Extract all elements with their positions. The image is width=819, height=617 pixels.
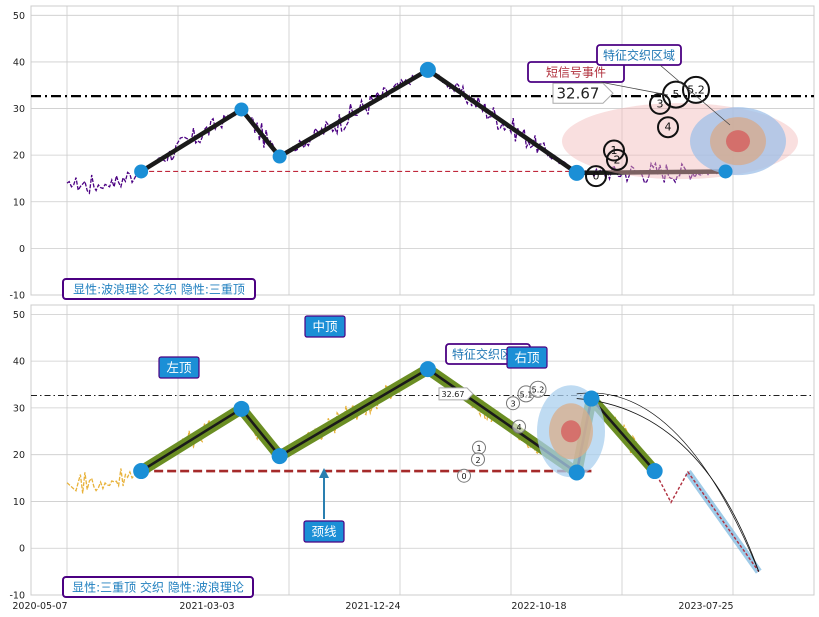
wave-marker-label: 5.1 <box>520 390 533 399</box>
y-tick-label: 10 <box>13 197 25 208</box>
wave-marker <box>682 75 710 104</box>
value-callout-box <box>438 387 474 401</box>
panel-label: 显性:波浪理论 交织 隐性:三重顶 <box>73 282 245 297</box>
annotation-text: 短信号事件 <box>546 66 606 80</box>
y-tick-label: -10 <box>9 591 25 602</box>
annotation-text: 特征交织区域 <box>603 48 675 63</box>
wave-marker <box>512 419 526 434</box>
y-tick-label: 50 <box>13 310 25 321</box>
projection-arc <box>576 392 760 572</box>
annotation-arrow <box>599 81 669 96</box>
peak-label-box <box>158 356 200 379</box>
panel-label: 显性:三重顶 交织 隐性:波浪理论 <box>72 580 244 595</box>
zigzag-node <box>583 390 600 407</box>
wave-marker-label: 3 <box>657 97 664 110</box>
projection-line <box>654 470 760 573</box>
wave-marker <box>506 396 520 411</box>
value-callout-box <box>552 82 614 104</box>
y-tick-label: 10 <box>13 497 25 508</box>
wave-marker-label: 5.2 <box>687 83 705 96</box>
value-callout-text: 32.67 <box>442 390 465 399</box>
peak-label: 右顶 <box>514 350 540 365</box>
y-tick-label: 40 <box>13 357 25 368</box>
wave-marker-label: 2 <box>475 456 480 465</box>
wave-marker <box>657 116 679 139</box>
zigzag-node <box>234 102 249 117</box>
annotation-arrow <box>659 64 731 126</box>
panel-label-box <box>62 576 254 598</box>
wave-marker-label: 5.2 <box>532 386 545 395</box>
wave-marker <box>603 139 625 162</box>
neck-label-box <box>303 520 345 543</box>
wave-marker <box>457 468 471 483</box>
zigzag-node <box>134 164 149 179</box>
y-tick-label: 20 <box>13 450 25 461</box>
wave-marker <box>585 165 607 188</box>
wave-marker-label: 1 <box>476 444 481 453</box>
wave-marker <box>529 380 547 398</box>
zigzag-node <box>568 164 585 181</box>
wave-marker <box>662 80 690 109</box>
x-tick-label: 2021-12-24 <box>345 601 400 612</box>
peak-label: 左顶 <box>166 360 192 375</box>
wave-marker <box>649 92 671 115</box>
y-tick-label: 20 <box>13 151 25 162</box>
plot-frame <box>30 304 815 596</box>
zigzag-node <box>233 400 250 417</box>
zigzag-node <box>271 448 288 465</box>
interweave-zone-core <box>561 420 581 443</box>
value-callout-text: 32.67 <box>557 85 600 103</box>
annotation-box <box>527 61 625 83</box>
wave-marker-label: 0 <box>593 170 600 183</box>
wave-marker-label: 4 <box>665 121 672 134</box>
x-tick-label: 2023-07-25 <box>678 601 733 612</box>
peak-label-box <box>506 346 548 369</box>
y-tick-label: 50 <box>13 11 25 22</box>
zigzag-node <box>568 464 585 481</box>
panel-label-box <box>62 278 256 300</box>
neck-label: 颈线 <box>311 524 337 539</box>
y-tick-label: 30 <box>13 403 25 414</box>
neck-arrowhead <box>319 468 329 478</box>
zigzag-node <box>419 61 436 78</box>
zigzag-node <box>646 463 663 480</box>
zigzag-node <box>272 149 287 164</box>
y-tick-label: -10 <box>9 291 25 302</box>
x-tick-label: 2020-05-07 <box>12 601 67 612</box>
zigzag-node <box>133 463 150 480</box>
projection-arc <box>576 398 760 572</box>
x-tick-label: 2022-10-18 <box>511 601 566 612</box>
wave-marker-label: 2 <box>614 153 621 166</box>
wave-marker <box>471 452 485 467</box>
y-tick-label: 0 <box>19 244 25 255</box>
wave-marker-label: 4 <box>516 423 521 432</box>
y-tick-label: 0 <box>19 544 25 555</box>
zigzag-line <box>139 67 726 176</box>
x-tick-label: 2021-03-03 <box>179 601 234 612</box>
interweave-zone-core <box>726 130 750 153</box>
y-tick-label: 40 <box>13 57 25 68</box>
peak-label-box <box>304 315 346 338</box>
wave-marker-label: 3 <box>510 400 515 409</box>
wave-marker-label: 5 <box>673 88 680 101</box>
y-tick-label: 30 <box>13 104 25 115</box>
wave-marker-label: 0 <box>461 472 466 481</box>
wave-marker <box>606 148 628 171</box>
zigzag-node <box>419 361 436 378</box>
zigzag-node <box>718 164 733 179</box>
annotation-box <box>596 44 682 66</box>
peak-label: 中顶 <box>312 319 338 334</box>
annotation-text: 特征交织区域 <box>452 347 524 362</box>
plot-frame <box>30 5 815 296</box>
